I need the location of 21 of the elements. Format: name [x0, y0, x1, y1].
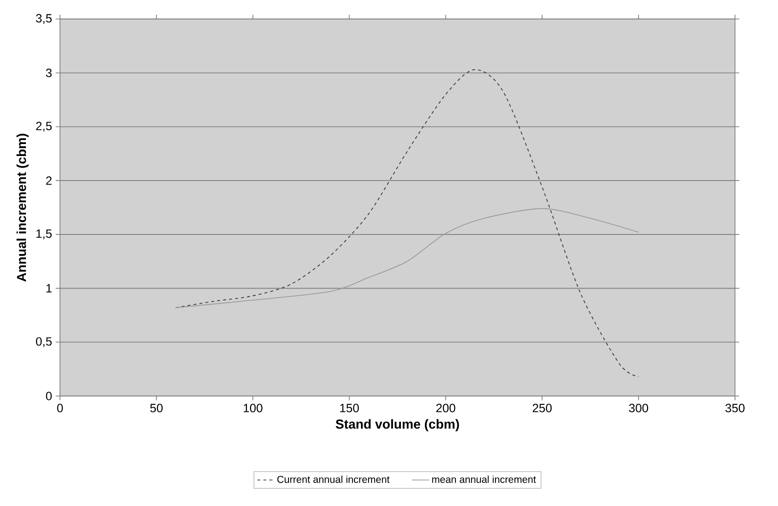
legend-label: mean annual increment	[432, 476, 536, 483]
y-tick-label: 3	[46, 68, 52, 78]
x-tick-label: 300	[629, 404, 648, 412]
y-tick-label: 2,5	[36, 122, 52, 132]
x-tick-label: 150	[340, 404, 359, 412]
y-tick-label: 2	[46, 176, 52, 185]
x-axis-title: Stand volume (cbm)	[336, 419, 459, 432]
y-tick-label: 1	[46, 284, 52, 292]
y-axis-title: Annual increment (cbm)	[16, 134, 29, 282]
x-tick-label: 200	[436, 404, 456, 412]
x-tick-label: 350	[725, 404, 745, 412]
y-tick-label: 0,5	[36, 337, 52, 348]
x-tick-label: 0	[57, 404, 63, 412]
legend-label: Current annual increment	[277, 476, 390, 483]
line-series	[175, 208, 639, 308]
y-tick-label: 1,5	[36, 230, 52, 240]
x-tick-label: 50	[150, 404, 163, 412]
x-tick-label: 100	[244, 404, 262, 412]
y-tick-label: 3,5	[36, 14, 52, 24]
y-tick-label: 0	[46, 392, 52, 400]
x-tick-label: 250	[532, 404, 552, 412]
